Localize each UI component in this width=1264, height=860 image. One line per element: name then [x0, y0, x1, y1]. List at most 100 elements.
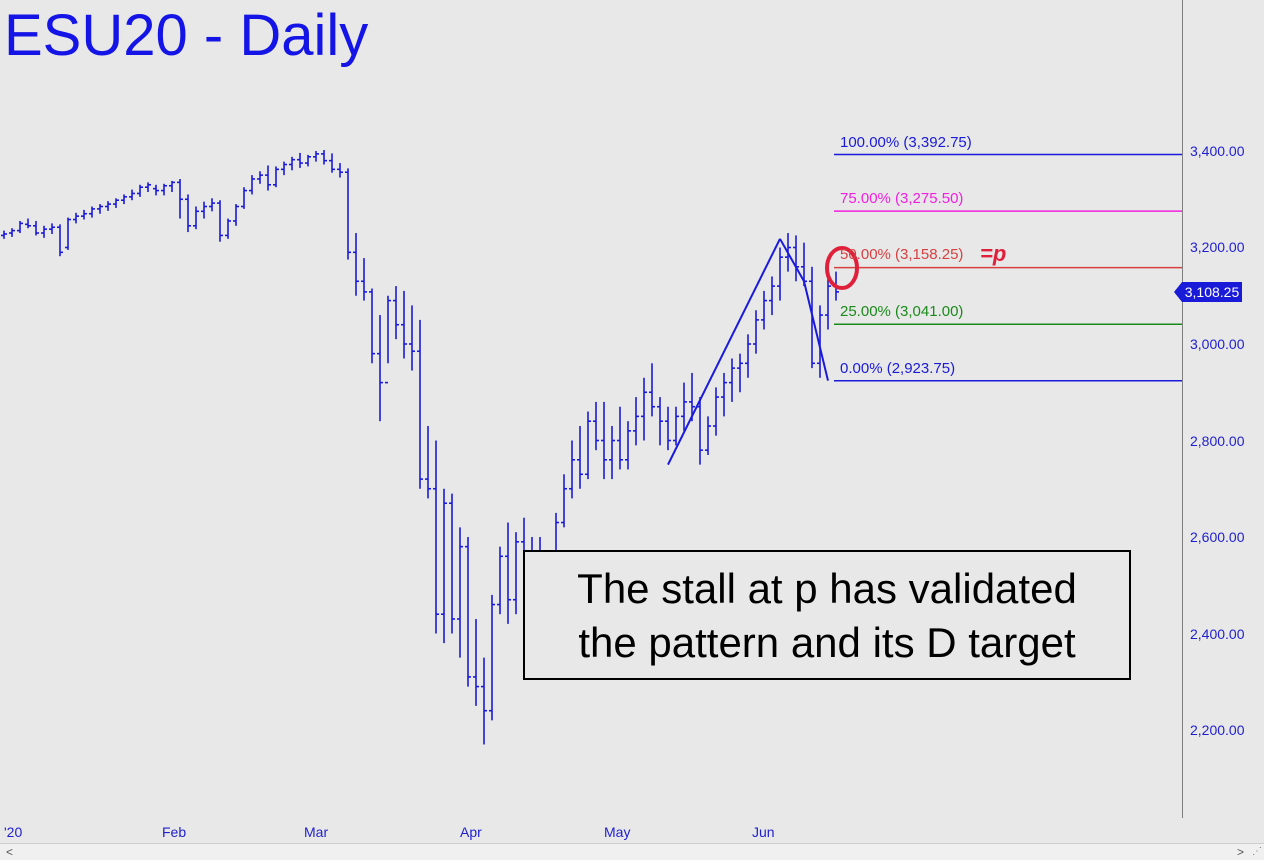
ohlc-bar — [433, 440, 439, 634]
ohlc-bar — [761, 290, 767, 330]
pattern-line-2 — [803, 281, 829, 381]
ohlc-bar — [377, 315, 383, 422]
ohlc-bar — [17, 220, 23, 234]
ohlc-bar — [121, 194, 127, 205]
ohlc-bar — [321, 150, 327, 165]
ohlc-bar — [425, 426, 431, 499]
y-tick-3200: 3,200.00 — [1190, 239, 1245, 255]
ohlc-bar — [609, 426, 615, 480]
ohlc-bar — [769, 276, 775, 316]
ohlc-bar — [401, 290, 407, 359]
scroll-right-icon[interactable]: > — [1236, 845, 1244, 859]
ohlc-bar — [129, 189, 135, 201]
ohlc-bar — [9, 228, 15, 237]
y-tick-2200: 2,200.00 — [1190, 722, 1245, 738]
ohlc-bar — [737, 353, 743, 393]
ohlc-bar — [729, 358, 735, 402]
ohlc-bar — [673, 406, 679, 446]
ohlc-bar — [41, 225, 47, 238]
ohlc-bar — [225, 218, 231, 239]
ohlc-bar — [161, 183, 167, 196]
ohlc-bar — [49, 223, 55, 234]
y-tick-3400: 3,400.00 — [1190, 143, 1245, 159]
scroll-left-icon[interactable]: < — [6, 845, 14, 859]
annotation-line-2: the pattern and its D target — [578, 619, 1076, 666]
ohlc-bar — [393, 286, 399, 340]
y-tick-3000: 3,000.00 — [1190, 336, 1245, 352]
ohlc-bar — [145, 182, 151, 193]
ohlc-bar — [681, 382, 687, 431]
ohlc-bar — [257, 171, 263, 184]
ohlc-bar — [113, 198, 119, 208]
ohlc-bar — [745, 334, 751, 378]
ohlc-bar — [713, 387, 719, 436]
ohlc-bar — [481, 657, 487, 745]
p-highlight-circle — [825, 246, 859, 290]
x-tick-jun: Jun — [752, 824, 775, 840]
ohlc-bar — [57, 224, 63, 257]
ohlc-bar — [777, 247, 783, 301]
ohlc-bar — [73, 212, 79, 224]
ohlc-bar — [577, 426, 583, 489]
pattern-line-0 — [667, 238, 781, 466]
fib-label-0: 0.00% (2,923.75) — [840, 360, 956, 377]
ohlc-bar — [753, 310, 759, 354]
ohlc-bar — [473, 619, 479, 706]
ohlc-bar — [657, 397, 663, 446]
ohlc-bar — [417, 319, 423, 489]
horizontal-scrollbar[interactable]: < > ⋰ — [0, 843, 1264, 860]
ohlc-bar — [345, 168, 351, 260]
annotation-line-1: The stall at p has validated — [577, 565, 1077, 612]
ohlc-bar — [497, 546, 503, 615]
x-tick-apr: Apr — [460, 824, 482, 840]
ohlc-bar — [185, 194, 191, 233]
ohlc-bar — [641, 377, 647, 441]
ohlc-bar — [457, 527, 463, 658]
ohlc-bar — [193, 206, 199, 230]
ohlc-bar — [305, 154, 311, 167]
x-tick-may: May — [604, 824, 631, 840]
ohlc-bar — [289, 156, 295, 171]
fib-label-100: 100.00% (3,392.75) — [840, 134, 972, 151]
ohlc-bar — [697, 397, 703, 465]
resize-grip-icon: ⋰ — [1252, 846, 1262, 857]
ohlc-bar — [633, 397, 639, 446]
ohlc-bar — [33, 220, 39, 236]
ohlc-bar — [369, 288, 375, 364]
ohlc-bar — [297, 152, 303, 168]
ohlc-bar — [649, 363, 655, 417]
ohlc-bar — [705, 416, 711, 455]
y-tick-2800: 2,800.00 — [1190, 433, 1245, 449]
ohlc-bar — [561, 474, 567, 528]
ohlc-bar — [385, 295, 391, 384]
ohlc-bar — [281, 161, 287, 176]
fib-label-25: 25.00% (3,041.00) — [840, 303, 964, 320]
ohlc-bar — [241, 187, 247, 209]
ohlc-bar — [201, 201, 207, 219]
ohlc-bar — [153, 184, 159, 196]
ohlc-bar — [513, 532, 519, 615]
ohlc-bar — [665, 406, 671, 451]
ohlc-bar — [137, 184, 143, 197]
ohlc-bar — [361, 258, 367, 301]
ohlc-bar — [329, 153, 335, 173]
ohlc-bar — [441, 488, 447, 644]
ohlc-bar — [721, 372, 727, 417]
p-marker: =p — [980, 241, 1007, 266]
ohlc-bar — [409, 305, 415, 371]
ohlc-bar — [97, 204, 103, 214]
ohlc-bar — [353, 233, 359, 296]
ohlc-bar — [65, 217, 71, 250]
current-price-badge: 3,108.25 — [1174, 282, 1242, 302]
ohlc-bar — [465, 537, 471, 687]
ohlc-bar — [1, 230, 7, 239]
y-tick-2400: 2,400.00 — [1190, 626, 1245, 642]
ohlc-bar — [793, 235, 799, 282]
chart-title: ESU20 - Daily — [4, 3, 369, 68]
ohlc-bar — [617, 406, 623, 470]
ohlc-bar — [217, 200, 223, 242]
ohlc-bar — [233, 204, 239, 226]
ohlc-bar — [625, 421, 631, 470]
ohlc-bar — [177, 178, 183, 219]
